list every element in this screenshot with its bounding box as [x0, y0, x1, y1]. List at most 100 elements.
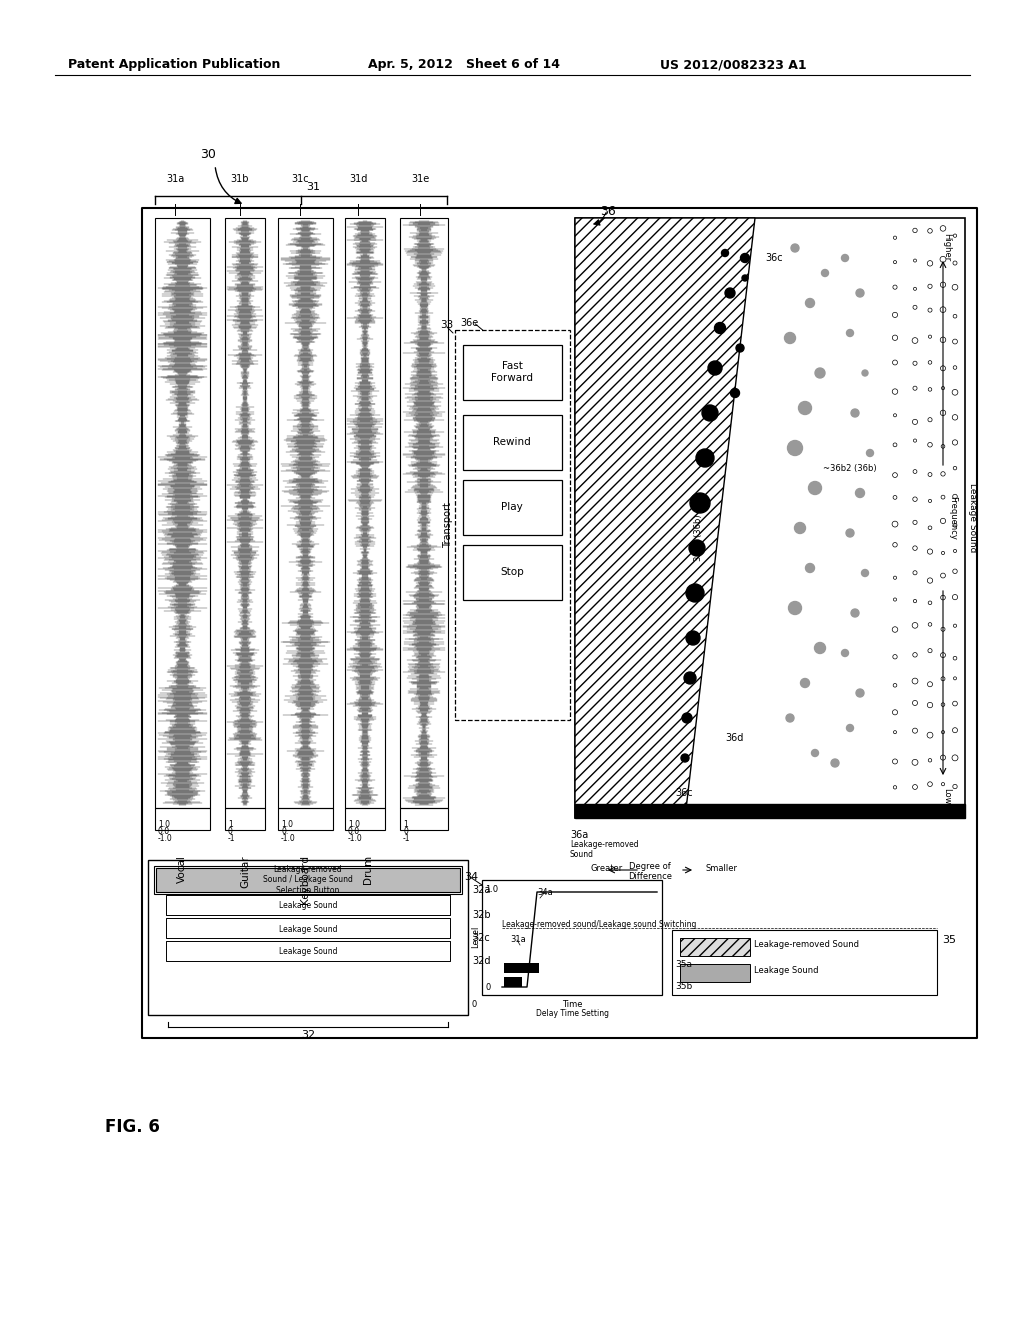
Text: 36b1 (36b): 36b1 (36b)	[693, 515, 702, 561]
Bar	[463, 414, 562, 470]
Circle shape	[788, 602, 802, 615]
Text: Time: Time	[562, 1001, 583, 1008]
Text: 0.: 0.	[281, 828, 288, 836]
Circle shape	[786, 714, 794, 722]
Text: 35b: 35b	[675, 982, 692, 991]
Text: -1.0: -1.0	[281, 834, 296, 843]
Circle shape	[851, 409, 859, 417]
Text: Smaller: Smaller	[705, 865, 737, 873]
Circle shape	[801, 678, 810, 688]
Bar	[166, 895, 450, 915]
Circle shape	[815, 368, 825, 378]
Bar	[672, 931, 937, 995]
Circle shape	[736, 345, 744, 352]
Text: Leakage-removed
Sound: Leakage-removed Sound	[570, 840, 639, 859]
Bar	[463, 480, 562, 535]
Circle shape	[831, 759, 839, 767]
Text: 1: 1	[403, 820, 408, 829]
Text: 32c: 32c	[472, 933, 489, 942]
Text: 34: 34	[464, 873, 478, 882]
Bar	[225, 218, 265, 808]
Bar	[156, 869, 460, 892]
Bar	[148, 861, 468, 1015]
Circle shape	[689, 540, 705, 556]
Text: Play: Play	[501, 502, 523, 512]
Text: 1.0: 1.0	[158, 820, 170, 829]
Text: Lower: Lower	[942, 788, 951, 813]
Text: Leakage-removed sound/Leakage sound Switching: Leakage-removed sound/Leakage sound Swit…	[502, 920, 696, 929]
Text: Leakage Sound: Leakage Sound	[754, 966, 818, 975]
Bar	[482, 880, 662, 995]
Bar	[680, 964, 750, 982]
Bar	[680, 939, 750, 956]
Text: 35: 35	[942, 935, 956, 945]
Text: Vocal: Vocal	[177, 855, 187, 883]
Text: Leakage-removed Sound: Leakage-removed Sound	[754, 940, 859, 949]
Bar	[155, 808, 210, 830]
Text: Leakage-removed
Sound / Leakage Sound
Selection Button: Leakage-removed Sound / Leakage Sound Se…	[263, 865, 353, 895]
Text: -1: -1	[228, 834, 236, 843]
Bar	[278, 218, 333, 808]
Bar	[575, 804, 965, 818]
Text: 0.0: 0.0	[348, 828, 360, 836]
Circle shape	[842, 649, 849, 656]
Bar	[455, 330, 570, 719]
Bar	[166, 917, 450, 939]
Circle shape	[799, 401, 811, 414]
Bar	[345, 218, 385, 808]
Text: 36c: 36c	[765, 253, 782, 263]
Text: Rewind: Rewind	[494, 437, 530, 447]
Text: 31a: 31a	[166, 174, 184, 183]
Circle shape	[811, 750, 818, 756]
Text: Drum: Drum	[362, 855, 373, 884]
Circle shape	[787, 441, 803, 455]
Bar	[463, 545, 562, 601]
Bar	[400, 808, 449, 830]
Text: Leakage Sound: Leakage Sound	[279, 948, 337, 957]
Polygon shape	[575, 218, 755, 818]
Text: 1.0: 1.0	[348, 820, 360, 829]
Text: Level: Level	[471, 925, 480, 948]
Bar	[154, 866, 462, 894]
Text: 36a: 36a	[570, 830, 588, 840]
Text: 35a: 35a	[675, 960, 692, 969]
Bar	[400, 218, 449, 808]
Text: Leakage Sound: Leakage Sound	[969, 483, 978, 553]
Circle shape	[686, 631, 700, 645]
Text: 30: 30	[200, 148, 216, 161]
Text: Stop: Stop	[500, 568, 524, 577]
Circle shape	[806, 564, 814, 573]
Text: 32: 32	[301, 1030, 315, 1040]
Text: -1.0: -1.0	[348, 834, 362, 843]
Circle shape	[814, 643, 825, 653]
Circle shape	[866, 450, 873, 457]
Text: 31a: 31a	[510, 935, 525, 944]
Circle shape	[730, 388, 739, 397]
Text: 0: 0	[228, 828, 232, 836]
Text: -1: -1	[403, 834, 411, 843]
Text: ~36b2 (36b): ~36b2 (36b)	[823, 463, 877, 473]
Text: 0.0: 0.0	[158, 828, 170, 836]
Text: 0: 0	[403, 828, 408, 836]
Text: Apr. 5, 2012   Sheet 6 of 14: Apr. 5, 2012 Sheet 6 of 14	[368, 58, 560, 71]
Text: 0: 0	[485, 983, 490, 993]
Text: US 2012/0082323 A1: US 2012/0082323 A1	[660, 58, 807, 71]
Text: 36d: 36d	[725, 733, 743, 743]
Circle shape	[847, 330, 853, 337]
Text: Guitar: Guitar	[240, 855, 250, 887]
Bar	[225, 808, 265, 830]
Circle shape	[847, 725, 853, 731]
Bar	[463, 345, 562, 400]
Circle shape	[809, 482, 821, 495]
Circle shape	[851, 609, 859, 616]
Circle shape	[842, 255, 849, 261]
Text: Degree of
Difference: Degree of Difference	[628, 862, 672, 882]
Circle shape	[862, 370, 868, 376]
Bar	[504, 964, 539, 973]
Text: Patent Application Publication: Patent Application Publication	[68, 58, 281, 71]
Text: Delay Time Setting: Delay Time Setting	[536, 1008, 608, 1018]
Text: 32d: 32d	[472, 956, 490, 966]
Circle shape	[690, 492, 710, 513]
Text: 32a: 32a	[472, 884, 490, 895]
Circle shape	[708, 360, 722, 375]
